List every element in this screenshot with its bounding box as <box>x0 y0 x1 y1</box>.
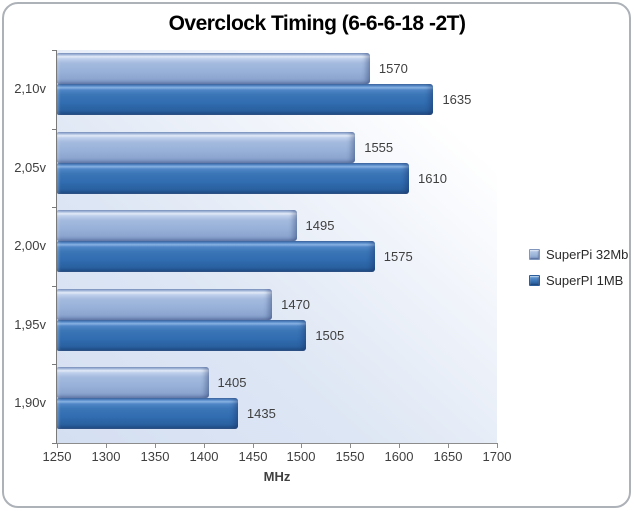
bar-superpi-32mb-2-05v <box>57 131 356 163</box>
legend-item-superpi-1mb: SuperPI 1MB <box>529 273 628 288</box>
x-axis-tick <box>350 444 351 448</box>
y-axis-tick <box>52 129 57 130</box>
data-label-superpi-1mb-1-95v: 1505 <box>315 327 345 343</box>
bar-superpi-1mb-1-90v <box>57 398 238 430</box>
data-label-superpi-32mb-1-95v: 1470 <box>281 296 311 312</box>
y-axis-tick <box>52 286 57 287</box>
x-axis-tick-label-1550: 1550 <box>335 449 365 464</box>
x-axis-tick <box>301 444 302 448</box>
x-axis-tick-label-1400: 1400 <box>189 449 219 464</box>
data-label-superpi-1mb-2-05v: 1610 <box>418 170 447 186</box>
x-axis-tick <box>155 444 156 448</box>
data-label-superpi-1mb-2-10v: 1635 <box>442 92 472 107</box>
x-axis-tick-label-1700: 1700 <box>482 449 512 464</box>
bar-superpi-32mb-2-00v <box>57 210 297 242</box>
y-axis-label-1-90v: 1,90v <box>14 395 46 411</box>
legend-swatch-icon <box>529 249 540 260</box>
data-label-superpi-1mb-2-00v: 1575 <box>383 249 413 265</box>
x-axis-tick <box>204 444 205 448</box>
x-axis-tick <box>106 444 107 448</box>
x-axis-title: MHz <box>263 469 291 484</box>
bar-superpi-1mb-1-95v <box>57 319 307 351</box>
y-axis-line <box>56 50 57 444</box>
chart-title: Overclock Timing (6-6-6-18 -2T) <box>168 12 466 35</box>
bar-superpi-1mb-2-00v <box>57 241 375 273</box>
bar-superpi-1mb-2-10v <box>57 84 434 115</box>
y-axis-tick <box>52 50 57 51</box>
x-axis-tick <box>399 444 400 448</box>
data-label-superpi-32mb-2-05v: 1555 <box>364 139 394 155</box>
y-axis-tick <box>52 207 57 208</box>
bar-superpi-32mb-1-95v <box>57 288 273 320</box>
x-axis-tick-label-1450: 1450 <box>238 449 268 464</box>
data-label-superpi-32mb-2-10v: 1570 <box>378 61 408 76</box>
legend-label: SuperPI 1MB <box>546 273 624 288</box>
bar-superpi-32mb-2-10v <box>57 53 370 84</box>
data-label-superpi-1mb-1-90v: 1435 <box>246 406 276 422</box>
x-axis-line <box>52 443 498 444</box>
x-axis-tick-label-1600: 1600 <box>384 449 414 464</box>
y-axis-tick <box>52 364 57 365</box>
x-axis-tick <box>497 444 498 448</box>
legend-swatch-icon <box>529 275 540 286</box>
x-axis-tick-label-1650: 1650 <box>433 449 463 464</box>
x-axis-tick-label-1500: 1500 <box>286 449 316 464</box>
bar-superpi-1mb-2-05v <box>57 162 409 194</box>
y-axis-label-2-10v: 2,10v <box>14 81 46 96</box>
legend: SuperPi 32Mb SuperPI 1MB <box>529 247 628 288</box>
x-axis-tick <box>57 444 58 448</box>
legend-item-superpi-32mb: SuperPi 32Mb <box>529 247 628 262</box>
y-axis-label-2-00v: 2,00v <box>14 238 46 254</box>
x-axis-tick-label-1250: 1250 <box>42 449 72 464</box>
y-axis-tick <box>52 443 57 444</box>
x-axis-tick <box>253 444 254 448</box>
legend-label: SuperPi 32Mb <box>546 247 629 262</box>
x-axis-tick-label-1300: 1300 <box>91 449 121 464</box>
x-axis-tick-label-1350: 1350 <box>140 449 170 464</box>
bar-superpi-32mb-1-90v <box>57 367 209 399</box>
data-label-superpi-32mb-2-00v: 1495 <box>305 218 335 234</box>
y-axis-label-2-05v: 2,05v <box>14 159 46 175</box>
plot-area: 1570 1635 1555 1610 1495 1575 1470 1505 1405 1435 <box>57 50 497 443</box>
data-label-superpi-32mb-1-90v: 1405 <box>217 375 247 391</box>
x-axis-tick <box>448 444 449 448</box>
y-axis-label-1-95v: 1,95v <box>14 316 46 332</box>
